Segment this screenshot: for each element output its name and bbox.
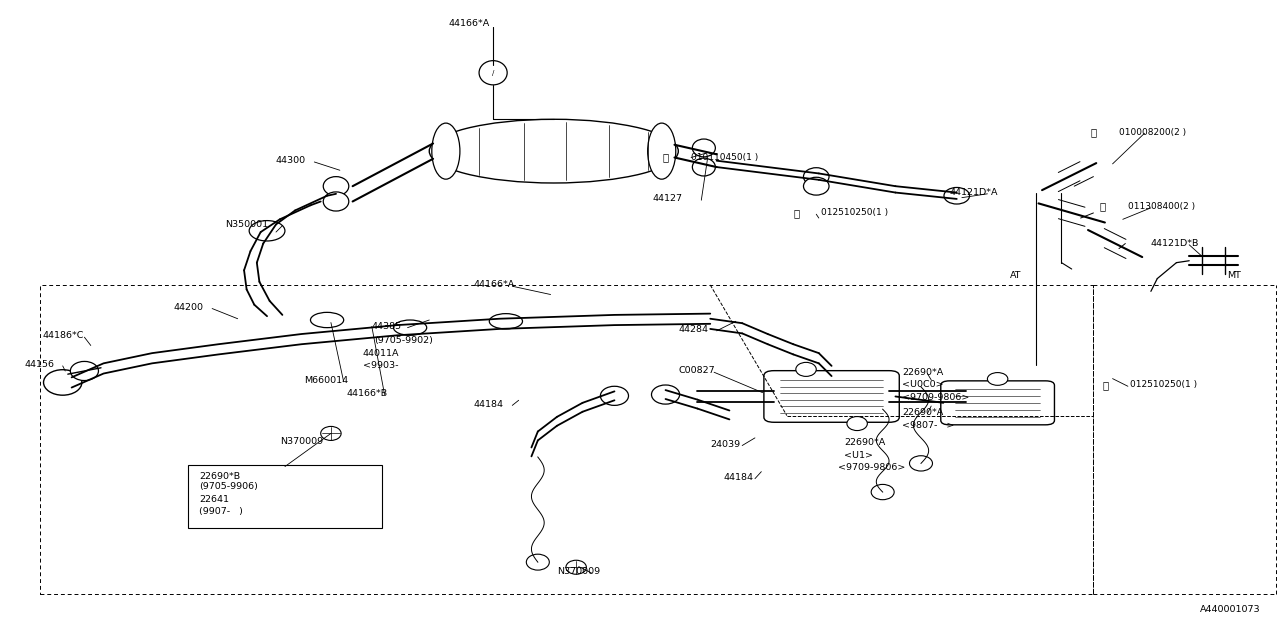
Ellipse shape <box>324 177 348 196</box>
Text: 44300: 44300 <box>276 156 306 165</box>
Ellipse shape <box>987 372 1007 385</box>
Text: AT: AT <box>1010 271 1021 280</box>
Text: 44200: 44200 <box>174 303 204 312</box>
Ellipse shape <box>321 426 342 440</box>
Text: 44184: 44184 <box>723 473 753 482</box>
Text: 22690*A: 22690*A <box>845 438 886 447</box>
Text: MT: MT <box>1228 271 1242 280</box>
Text: Ⓑ: Ⓑ <box>1100 202 1106 212</box>
Text: Ⓑ: Ⓑ <box>794 208 800 218</box>
FancyBboxPatch shape <box>764 371 900 422</box>
Text: Ⓑ: Ⓑ <box>1091 127 1097 137</box>
Text: Ⓑ: Ⓑ <box>663 152 669 163</box>
Ellipse shape <box>526 554 549 570</box>
Text: (9705-9902): (9705-9902) <box>374 336 433 345</box>
Text: 22690*B: 22690*B <box>200 472 241 481</box>
Ellipse shape <box>250 221 285 241</box>
Text: <9807-   >: <9807- > <box>902 420 954 429</box>
Ellipse shape <box>847 417 868 431</box>
Text: N370009: N370009 <box>557 567 600 576</box>
Ellipse shape <box>692 158 716 176</box>
Text: 44284: 44284 <box>678 325 708 334</box>
Text: 44166*A: 44166*A <box>474 280 516 289</box>
Ellipse shape <box>804 168 829 186</box>
Ellipse shape <box>796 362 817 376</box>
Ellipse shape <box>70 362 99 381</box>
Text: 44166*A: 44166*A <box>448 19 490 28</box>
Ellipse shape <box>872 484 895 500</box>
Text: 44186*C: 44186*C <box>42 332 83 340</box>
Text: 44166*B: 44166*B <box>346 388 388 398</box>
Text: A440001073: A440001073 <box>1199 605 1260 614</box>
Text: (9907-   ): (9907- ) <box>200 507 243 516</box>
Text: N370009: N370009 <box>280 436 323 445</box>
Ellipse shape <box>324 192 348 211</box>
Text: 44127: 44127 <box>653 195 682 204</box>
Ellipse shape <box>429 119 678 183</box>
Text: 44121D*A: 44121D*A <box>948 188 997 197</box>
Text: C00827: C00827 <box>678 367 716 376</box>
Text: 44121D*B: 44121D*B <box>1151 239 1199 248</box>
Ellipse shape <box>311 312 344 328</box>
Text: (9705-9906): (9705-9906) <box>200 483 259 492</box>
Text: 010110450(1 ): 010110450(1 ) <box>691 153 758 162</box>
Text: <U1>: <U1> <box>845 451 873 460</box>
Ellipse shape <box>600 387 628 405</box>
Ellipse shape <box>692 139 716 157</box>
Text: <9709-9806>: <9709-9806> <box>902 392 969 402</box>
Ellipse shape <box>479 61 507 85</box>
Ellipse shape <box>44 370 82 395</box>
Ellipse shape <box>943 188 969 204</box>
Text: 22641: 22641 <box>200 495 229 504</box>
Ellipse shape <box>431 123 460 179</box>
Ellipse shape <box>566 560 586 574</box>
Text: 012510250(1 ): 012510250(1 ) <box>822 209 888 218</box>
Text: 012510250(1 ): 012510250(1 ) <box>1130 381 1198 390</box>
Text: 24039: 24039 <box>710 440 740 449</box>
Text: 44011A: 44011A <box>362 349 399 358</box>
Text: N350001: N350001 <box>225 220 268 229</box>
Ellipse shape <box>652 385 680 404</box>
Text: <U0C0>: <U0C0> <box>902 380 943 389</box>
Text: 44385: 44385 <box>371 322 402 331</box>
Text: <9903-: <9903- <box>362 362 398 371</box>
Text: 010008200(2 ): 010008200(2 ) <box>1119 127 1187 136</box>
Ellipse shape <box>489 314 522 329</box>
Text: 011308400(2 ): 011308400(2 ) <box>1128 202 1196 211</box>
Text: 22690*A: 22690*A <box>902 408 943 417</box>
Ellipse shape <box>804 177 829 195</box>
Text: 44184: 44184 <box>474 399 504 408</box>
Text: Ⓑ: Ⓑ <box>1102 380 1108 390</box>
FancyBboxPatch shape <box>941 381 1055 425</box>
Text: 44156: 44156 <box>24 360 54 369</box>
Text: /: / <box>492 70 494 76</box>
Text: 22690*A: 22690*A <box>902 368 943 377</box>
Ellipse shape <box>393 320 426 335</box>
Ellipse shape <box>910 456 933 471</box>
Ellipse shape <box>648 123 676 179</box>
FancyBboxPatch shape <box>188 465 381 529</box>
Text: M660014: M660014 <box>305 376 348 385</box>
Text: <9709-9806>: <9709-9806> <box>838 463 905 472</box>
